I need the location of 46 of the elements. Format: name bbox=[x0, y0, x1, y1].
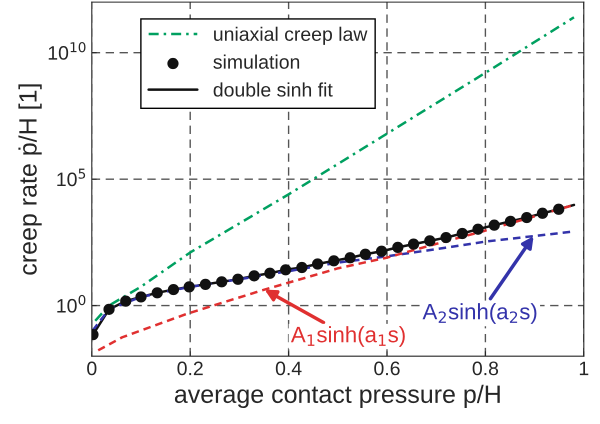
legend-label: simulation bbox=[213, 54, 300, 69]
x-tick-label: 0 bbox=[87, 362, 96, 376]
point bbox=[135, 291, 147, 303]
point bbox=[232, 274, 244, 285]
point bbox=[216, 276, 228, 288]
point bbox=[472, 224, 484, 235]
x-tick-label: 0.6 bbox=[374, 362, 400, 376]
x-tick-label: 0.8 bbox=[472, 362, 498, 376]
point bbox=[103, 304, 115, 315]
point bbox=[488, 220, 500, 231]
point bbox=[152, 287, 163, 298]
x-tick-label: 0.4 bbox=[276, 362, 302, 376]
point bbox=[312, 258, 324, 270]
point bbox=[504, 216, 516, 227]
line-series bbox=[94, 16, 576, 322]
point bbox=[392, 242, 404, 253]
point bbox=[456, 228, 468, 240]
x-axis-title: average contact pressure p/H bbox=[174, 384, 500, 408]
y-axis-title: creep rate ṗ/H [1] bbox=[18, 84, 42, 275]
point bbox=[553, 204, 564, 215]
point bbox=[264, 268, 276, 279]
point bbox=[536, 208, 548, 219]
point bbox=[168, 284, 180, 296]
point bbox=[424, 235, 436, 246]
y-tick-label: 10$^{10}$ bbox=[48, 42, 86, 60]
point bbox=[120, 296, 132, 307]
point bbox=[296, 262, 308, 274]
point bbox=[280, 264, 292, 276]
annotation: A$_{1}$sinh(a$_{1}$s) bbox=[290, 326, 405, 347]
point bbox=[521, 212, 532, 224]
point bbox=[408, 238, 420, 250]
y-tick-label: 10$^{0}$ bbox=[57, 294, 86, 313]
point bbox=[200, 278, 212, 290]
x-tick-label: 0.2 bbox=[177, 362, 203, 376]
point bbox=[328, 255, 340, 266]
legend-label: double sinh fit bbox=[214, 82, 333, 97]
point bbox=[184, 281, 195, 292]
point bbox=[344, 252, 356, 264]
legend-label: uniaxial creep law bbox=[214, 26, 368, 45]
point bbox=[360, 248, 371, 260]
point bbox=[376, 246, 388, 257]
point bbox=[248, 270, 260, 282]
point bbox=[440, 232, 452, 244]
annotation: A$_{2}$sinh(a$_{2}$s) bbox=[422, 303, 536, 324]
y-tick-label: 10$^{5}$ bbox=[57, 168, 86, 186]
x-tick-label: 1 bbox=[580, 362, 588, 376]
